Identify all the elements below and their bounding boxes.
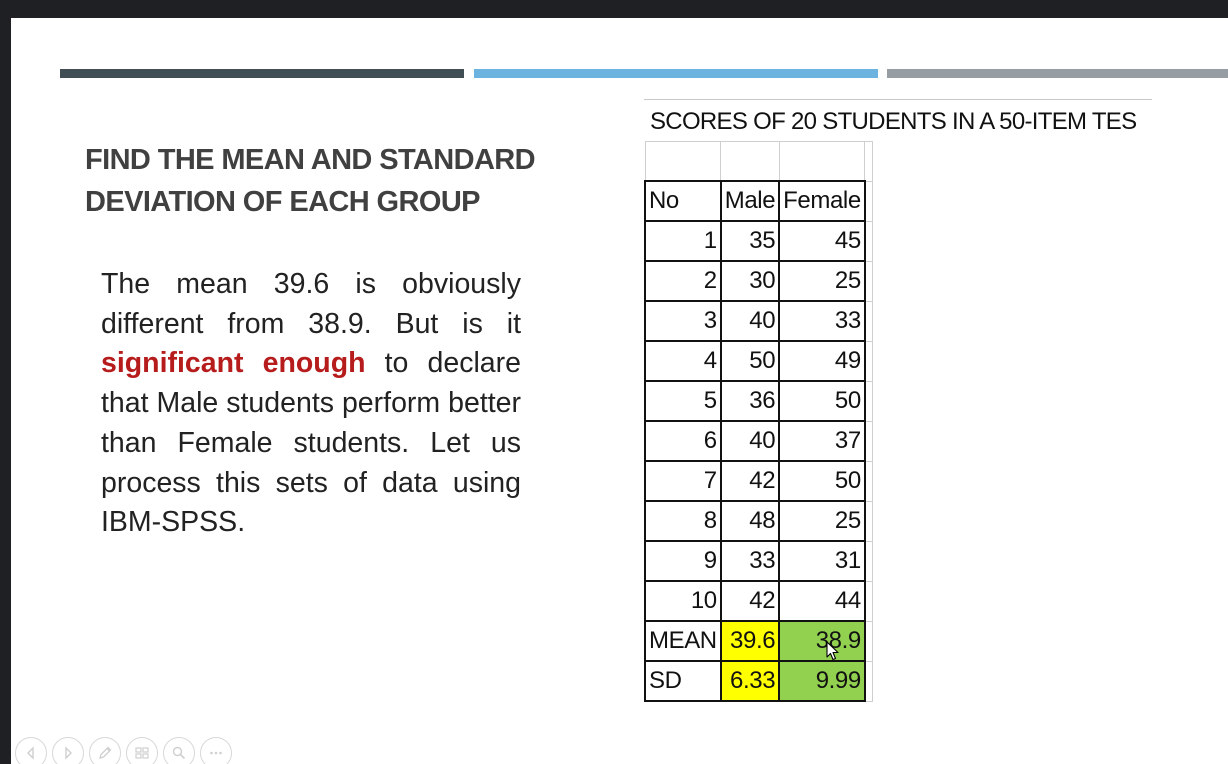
no-cell: 2 [644,260,722,303]
male-cell: 35 [719,220,781,263]
table-row: 1 35 45 [644,220,873,263]
female-cell: 25 [778,260,866,303]
male-cell: 40 [719,300,781,343]
blank-cell [864,180,873,222]
sheet-title: SCORES OF 20 STUDENTS IN A 50-ITEM TES [644,99,1152,141]
blank-cell [864,540,873,582]
female-cell: 25 [778,500,866,543]
male-cell: 33 [719,540,781,583]
male-cell: 42 [719,580,781,623]
next-icon [65,746,72,760]
female-cell: 49 [778,340,866,383]
zoom-button[interactable] [163,737,195,764]
no-header: No [644,180,722,223]
pen-icon [99,746,112,759]
male-cell: 30 [719,260,781,303]
accent-bar-blue [474,69,878,78]
male-cell: 36 [719,380,781,423]
female-cell: 33 [778,300,866,343]
blank-cell [644,141,722,182]
accent-bar-dark [60,69,464,78]
male-cell: 48 [719,500,781,543]
pen-tool-button[interactable] [89,737,121,764]
next-slide-button[interactable] [52,737,84,764]
female-cell: 37 [778,420,866,463]
mouse-pointer-icon [826,641,839,661]
blank-cell [864,220,873,262]
table-row: 3 40 33 [644,300,873,343]
no-cell: MEAN [644,620,722,663]
table-row: 4 50 49 [644,340,873,383]
see-all-slides-button[interactable] [126,737,158,764]
slides-icon [135,747,149,759]
header-row: No Male Female [644,180,873,223]
female-header: Female [778,180,866,223]
blank-cell [864,420,873,462]
body-text-part-1: The mean 39.6 is obviously different fro… [101,268,521,340]
body-text-highlight: significant enough [101,347,366,380]
presentation-slide: FIND THE MEAN AND STANDARD DEVIATION OF … [11,18,1228,764]
table-row: 2 30 25 [644,260,873,303]
slide-body-text: The mean 39.6 is obviously different fro… [101,265,521,543]
no-cell: 8 [644,500,722,543]
window-top-bar [0,0,1228,18]
female-cell: 31 [778,540,866,583]
no-cell: 10 [644,580,722,623]
blank-cell [864,660,873,702]
no-cell: 9 [644,540,722,583]
previous-icon [27,746,34,760]
scores-table: No Male Female 1 35 45 2 30 25 3 40 33 4 50 49 5 36 50 6 40… [644,141,873,703]
male-cell: 50 [719,340,781,383]
blank-cell [864,300,873,342]
blank-cell [864,380,873,422]
no-cell: 1 [644,220,722,263]
female-cell: 38.9 [778,620,866,663]
table-row: 5 36 50 [644,380,873,423]
male-cell: 39.6 [719,620,781,663]
no-cell: 4 [644,340,722,383]
female-cell: 44 [778,580,866,623]
female-cell: 50 [778,460,866,503]
male-header: Male [719,180,781,223]
male-cell: 6.33 [719,660,781,703]
no-cell: 3 [644,300,722,343]
no-cell: 7 [644,460,722,503]
window-left-edge [0,18,11,764]
female-cell: 45 [778,220,866,263]
blank-cell [864,340,873,382]
blank-cell [864,141,873,182]
female-cell: 50 [778,380,866,423]
no-cell: SD [644,660,722,703]
blank-cell [864,620,873,662]
table-row: 6 40 37 [644,420,873,463]
male-cell: 42 [719,460,781,503]
more-icon [210,751,222,755]
body-text-part-2: to declare that Male students perform be… [101,347,521,539]
blank-cell [778,141,866,182]
sd-row: SD 6.33 9.99 [644,660,873,703]
slideshow-controls [15,737,232,764]
blank-cell [864,260,873,302]
blank-cell [864,460,873,502]
mean-row: MEAN 39.6 38.9 [644,620,873,663]
slide-title: FIND THE MEAN AND STANDARD DEVIATION OF … [85,144,536,218]
table-row: 10 42 44 [644,580,873,623]
table-row: 8 48 25 [644,500,873,543]
no-cell: 5 [644,380,722,423]
female-cell: 9.99 [778,660,866,703]
blank-row [644,141,873,182]
previous-slide-button[interactable] [15,737,47,764]
blank-cell [864,580,873,622]
more-options-button[interactable] [200,737,232,764]
no-cell: 6 [644,420,722,463]
table-row: 7 42 50 [644,460,873,503]
blank-cell [720,141,780,182]
table-row: 9 33 31 [644,540,873,583]
zoom-icon [172,746,186,760]
blank-cell [864,500,873,542]
accent-bar-gray [887,69,1228,78]
male-cell: 40 [719,420,781,463]
